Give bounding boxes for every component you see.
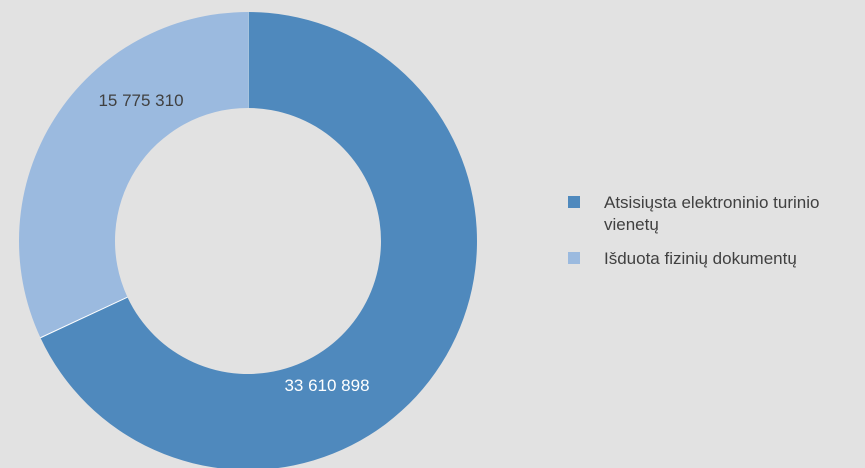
data-label-downloaded: 33 610 898 [284, 376, 369, 395]
data-labels: 33 610 898 15 775 310 [98, 91, 369, 395]
slice-physical[interactable] [18, 12, 248, 338]
legend-swatch-physical [568, 252, 580, 264]
legend-swatch-downloaded [568, 196, 580, 208]
legend-item-downloaded[interactable]: Atsisiųsta elektroninio turinio vienetų [568, 192, 865, 236]
doughnut-slices [18, 12, 477, 468]
data-label-physical: 15 775 310 [98, 91, 183, 110]
legend-item-physical[interactable]: Išduota fizinių dokumentų [568, 248, 865, 270]
slice-downloaded[interactable] [40, 12, 477, 468]
legend-label-physical: Išduota fizinių dokumentų [604, 249, 797, 268]
chart-legend: Atsisiųsta elektroninio turinio vienetų … [568, 192, 865, 282]
legend-label-downloaded: Atsisiųsta elektroninio turinio vienetų [604, 193, 820, 234]
slice-divider [40, 296, 128, 339]
